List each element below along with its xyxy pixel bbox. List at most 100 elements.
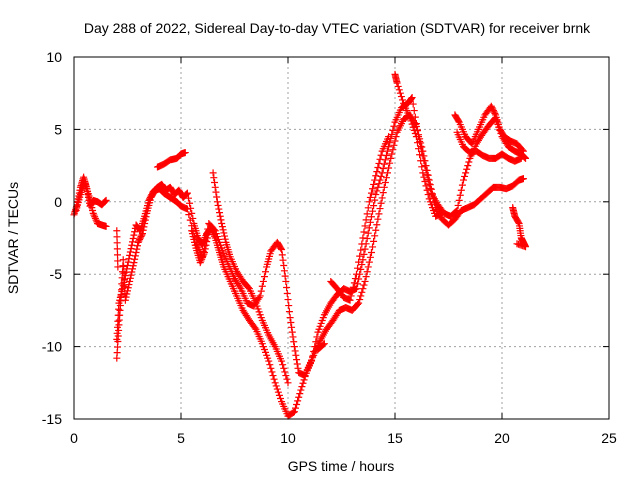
data-point [293,360,301,368]
data-point [390,141,398,149]
data-point [141,216,149,224]
data-point [89,209,97,217]
data-point [363,268,371,276]
data-point [281,272,289,280]
data-point [349,283,357,291]
data-point [374,183,382,191]
data-point [196,259,204,267]
data-point [407,117,415,125]
data-point [186,199,194,207]
data-point [184,194,192,202]
data-point [141,220,149,228]
data-point [373,221,381,229]
data-point [278,246,286,254]
data-point [90,211,98,219]
data-point [491,109,499,117]
data-point [416,151,424,159]
data-point [360,281,368,289]
data-point [409,100,417,108]
data-point [102,196,110,204]
data-point [203,234,211,242]
data-point [372,226,380,234]
data-point [283,375,291,383]
data-point [412,133,420,141]
data-point [371,232,379,240]
data-point [419,169,427,177]
data-point [294,364,302,372]
data-point [312,338,320,346]
data-point [211,178,219,186]
data-point [266,361,274,369]
data-point [199,252,207,260]
y-tick-label: -10 [42,339,62,355]
data-point [310,347,318,355]
data-point [101,198,109,206]
data-point [289,333,297,341]
data-point [113,239,121,247]
data-point [119,268,127,276]
data-point [408,120,416,128]
chart-title: Day 288 of 2022, Sidereal Day-to-day VTE… [84,20,591,36]
data-point [362,273,370,281]
data-point [262,268,270,276]
data-point [122,293,130,301]
data-point [375,210,383,218]
data-point [114,263,122,271]
data-point [464,162,472,170]
data-point [121,296,129,304]
data-point [258,282,266,290]
data-point [290,343,298,351]
data-point [419,152,427,160]
data-point [376,155,384,163]
data-point [121,283,129,291]
data-point [358,288,366,296]
data-point [279,256,287,264]
data-point [120,269,128,277]
data-point [219,226,227,234]
data-point [379,164,387,172]
data-point [244,283,252,291]
data-point [198,254,206,262]
data-point [120,276,128,284]
data-point [518,146,526,154]
data-point [369,185,377,193]
data-point [517,154,525,162]
data-point [216,212,224,220]
data-point [217,216,225,224]
data-point [215,205,223,213]
x-tick-label: 5 [177,430,185,446]
data-point [357,246,365,254]
data-point [418,163,426,171]
data-point [236,283,244,291]
data-point [374,164,382,172]
data-point [357,265,365,273]
data-point [390,122,398,130]
data-point [267,364,275,372]
data-point [367,248,375,256]
data-point [275,391,283,399]
data-point [366,218,374,226]
data-point [417,157,425,165]
data-point [119,256,127,264]
data-point [212,188,220,196]
data-point [378,194,386,202]
data-point [294,397,302,405]
data-point [364,229,372,237]
data-point [287,318,295,326]
data-point [129,234,137,242]
data-point [452,207,460,215]
data-point [290,338,298,346]
data-point [299,379,307,387]
data-point [117,292,125,300]
data-point [290,408,298,416]
data-point [354,300,362,308]
data-point [139,226,147,234]
x-tick-label: 20 [494,430,510,446]
data-point [465,158,473,166]
data-point [411,130,419,138]
data-point [181,149,189,157]
data-point [211,183,219,191]
data-point [281,368,289,376]
data-point [286,314,294,322]
